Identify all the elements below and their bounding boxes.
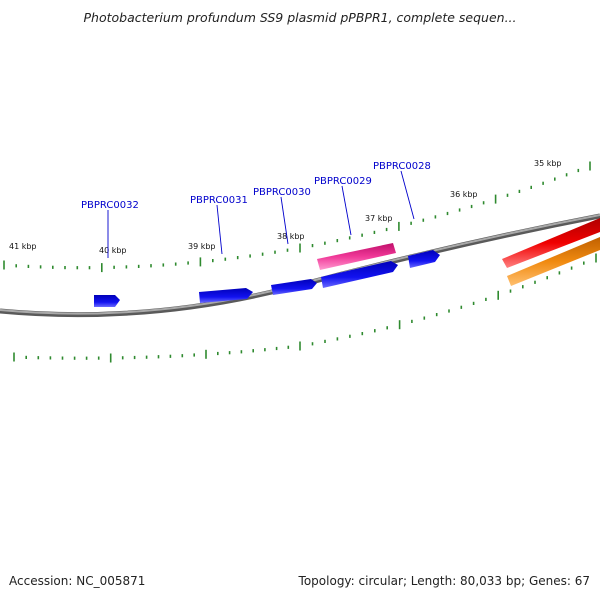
scale-label-38: 38 kbp — [277, 232, 305, 241]
gene-label-pbprc0030[interactable]: PBPRC0030 — [253, 187, 311, 198]
gene-pbprc0028-arrow[interactable] — [408, 250, 440, 268]
gene-label-pbprc0028[interactable]: PBPRC0028 — [373, 161, 431, 172]
scale-label-36: 36 kbp — [450, 190, 478, 199]
gene-label-pbprc0029[interactable]: PBPRC0029 — [314, 176, 372, 187]
scale-label-39: 39 kbp — [188, 242, 216, 251]
scale-label-35: 35 kbp — [534, 159, 562, 168]
gene-pbprc0029-arrow[interactable] — [321, 261, 398, 288]
inner-scale-ring — [13, 253, 597, 363]
gene-pbprc0030-arrow[interactable] — [271, 279, 317, 295]
map-title: Photobacterium profundum SS9 plasmid pPB… — [83, 10, 517, 25]
gene-pbprc0031-arrow[interactable] — [199, 288, 253, 303]
scale-label-41: 41 kbp — [9, 242, 37, 251]
topology-summary: Topology: circular; Length: 80,033 bp; G… — [298, 574, 590, 588]
gene-orange-bar[interactable] — [507, 237, 600, 286]
accession-text: Accession: NC_005871 — [9, 574, 146, 588]
gene-label-pbprc0031[interactable]: PBPRC0031 — [190, 195, 248, 206]
scale-label-37: 37 kbp — [365, 214, 393, 223]
gene-pbprc0032-arrow[interactable] — [94, 295, 120, 307]
scale-label-40: 40 kbp — [99, 246, 127, 255]
outer-scale-ring — [3, 161, 591, 273]
gene-red-arrow[interactable] — [502, 218, 600, 268]
label-leaders — [107, 170, 415, 258]
gene-label-pbprc0032[interactable]: PBPRC0032 — [81, 200, 139, 211]
gene-pbprc0029-bar[interactable] — [317, 243, 396, 270]
